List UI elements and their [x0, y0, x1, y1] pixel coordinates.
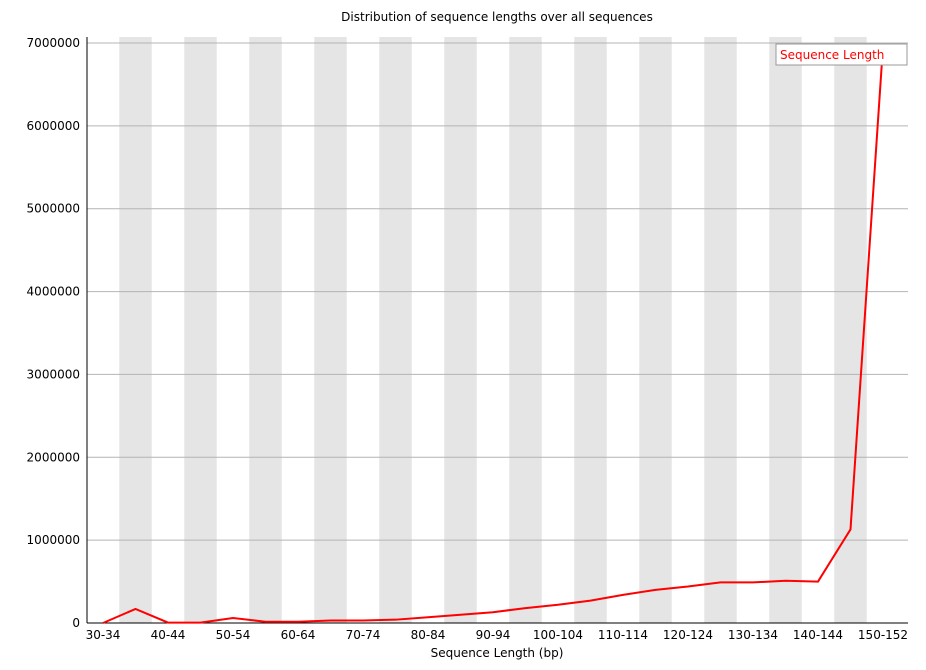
x-tick-label: 110-114 — [598, 628, 648, 642]
y-tick-label: 5000000 — [27, 202, 80, 216]
chart-title: Distribution of sequence lengths over al… — [341, 10, 653, 24]
x-tick-label: 150-152 — [858, 628, 908, 642]
stripe — [249, 37, 282, 623]
y-tick-label: 2000000 — [27, 450, 80, 464]
x-tick-label: 90-94 — [476, 628, 511, 642]
stripe — [379, 37, 412, 623]
x-tick-label: 50-54 — [216, 628, 251, 642]
y-tick-label: 3000000 — [27, 367, 80, 381]
y-tick-label: 7000000 — [27, 36, 80, 50]
stripe — [769, 37, 802, 623]
x-tick-label: 140-144 — [793, 628, 843, 642]
line — [102, 46, 884, 624]
stripe — [314, 37, 347, 623]
x-tick-label: 40-44 — [151, 628, 186, 642]
x-tick-label: 130-134 — [728, 628, 778, 642]
y-tick-label: 6000000 — [27, 119, 80, 133]
x-tick-label: 80-84 — [411, 628, 446, 642]
stripe — [184, 37, 217, 623]
x-tick-label: 30-34 — [86, 628, 121, 642]
stripe — [834, 37, 867, 623]
x-axis-label: Sequence Length (bp) — [431, 646, 564, 660]
stripe — [444, 37, 477, 623]
y-tick-label: 0 — [72, 616, 80, 630]
stripe — [639, 37, 672, 623]
x-tick-label: 60-64 — [281, 628, 316, 642]
stripe — [704, 37, 737, 623]
y-tick-label: 4000000 — [27, 285, 80, 299]
stripe — [574, 37, 607, 623]
legend-label: Sequence Length — [780, 48, 884, 62]
x-tick-label: 120-124 — [663, 628, 713, 642]
stripe — [509, 37, 542, 623]
x-tick-label: 100-104 — [533, 628, 583, 642]
y-tick-label: 1000000 — [27, 533, 80, 547]
stripe — [119, 37, 152, 623]
x-tick-label: 70-74 — [346, 628, 381, 642]
legend-box — [775, 43, 908, 66]
